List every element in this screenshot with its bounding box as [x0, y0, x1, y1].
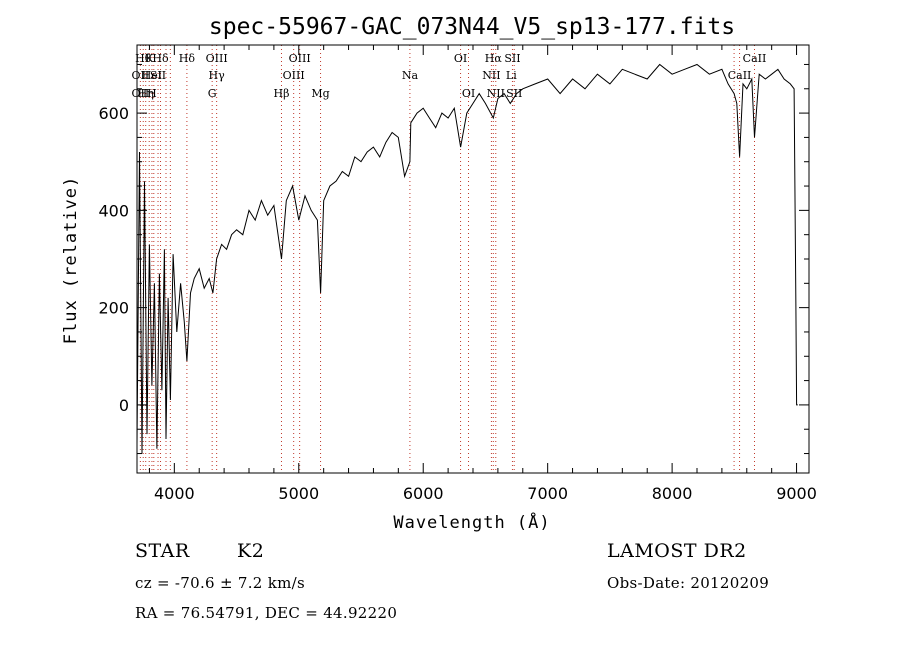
spectral-line-label: Hη: [138, 87, 154, 100]
spectral-line-label: G: [208, 87, 217, 100]
spectral-line-label: SII: [504, 52, 520, 65]
spectral-line-label: CaII: [743, 52, 767, 65]
spectral-line-label: Hα: [485, 52, 503, 65]
spectral-line-label: H: [147, 87, 157, 100]
spectral-line-label: Mg: [311, 87, 329, 100]
flux-series: [136, 63, 798, 454]
x-tick-label: 9000: [776, 484, 817, 503]
observation-date: Obs-Date: 20120209: [607, 574, 770, 592]
spectral-line-label: OI: [454, 52, 467, 65]
spectral-line-label: OI: [462, 87, 475, 100]
spectral-line-label: Hθ: [135, 52, 152, 65]
redshift-velocity: cz = -70.6 ± 7.2 km/s: [135, 574, 305, 592]
y-tick-label: 400: [98, 201, 129, 220]
object-type: STAR: [135, 540, 190, 562]
plot-frame: [136, 44, 810, 474]
survey-name: LAMOST DR2: [607, 540, 747, 562]
x-axis-label: Wavelength (Å): [393, 511, 550, 533]
spectral-line-label: OIII: [206, 52, 228, 65]
spectral-line-label: Hδ: [152, 52, 169, 65]
spectral-line-label: SII: [506, 87, 522, 100]
spectral-line-label: Hβ: [274, 87, 290, 100]
spectral-line-label: Hγ: [209, 69, 226, 82]
x-tick-label: 7000: [527, 484, 568, 503]
x-tick-label: 4000: [154, 484, 195, 503]
spectral-line-label: OII: [132, 87, 150, 100]
spectral-line-label: NII: [482, 69, 500, 82]
object-subclass: K2: [237, 540, 265, 562]
x-tick-label: 8000: [652, 484, 693, 503]
spectral-line-label: OII: [132, 69, 150, 82]
spectral-line-label: CaII: [728, 69, 752, 82]
x-tick-label: 6000: [403, 484, 444, 503]
y-tick-label: 0: [119, 396, 129, 415]
spectral-line-label: NII: [487, 87, 505, 100]
spectral-line-label: OIII: [289, 52, 311, 65]
coordinates: RA = 76.54791, DEC = 44.92220: [135, 604, 398, 622]
spectral-line-label: Li: [506, 69, 517, 82]
y-axis-label: Flux (relative): [61, 176, 81, 345]
y-tick-label: 600: [98, 104, 129, 123]
flux-line: [136, 63, 798, 454]
spectral-line-label: K: [145, 52, 154, 65]
y-tick-label: 200: [98, 299, 129, 318]
spectral-line-label: OIII: [283, 69, 305, 82]
spectral-line-label: Hδ: [179, 52, 196, 65]
spectral-line-label: Na: [402, 69, 419, 82]
spectral-line-label: HeI: [142, 69, 162, 82]
axes: 4000 5000 6000 7000 8000 9000 0 200 400 600: [98, 45, 817, 503]
chart-title: spec-55967-GAC_073N44_V5_sp13-177.fits: [209, 14, 735, 40]
spectral-line-label: SII: [150, 69, 166, 82]
x-tick-label: 5000: [278, 484, 319, 503]
